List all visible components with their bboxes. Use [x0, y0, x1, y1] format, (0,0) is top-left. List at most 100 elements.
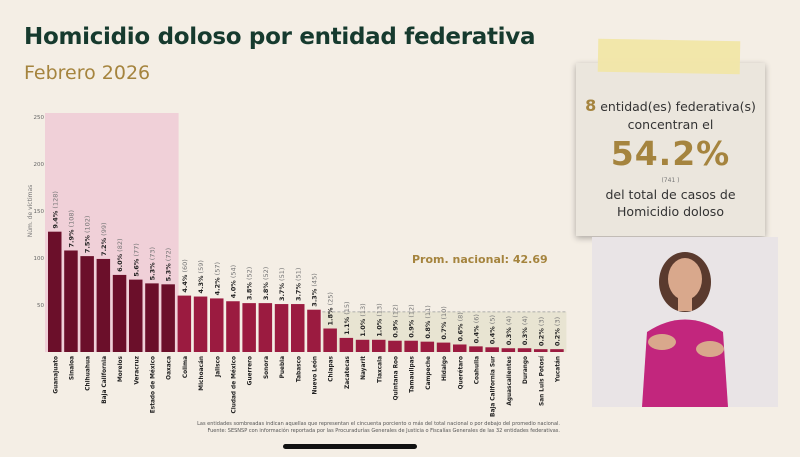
x-tick-label: Campeche	[426, 356, 432, 390]
data-label: 5.6% (77)	[132, 243, 140, 276]
bar-tamaulipas	[404, 340, 418, 352]
x-tick-label: Colima	[183, 356, 189, 378]
x-tick-label: Chiapas	[329, 355, 335, 381]
data-label: 5.3% (72)	[165, 248, 173, 281]
x-tick-label: Michoacán	[198, 356, 205, 391]
bar-chihuahua	[80, 256, 94, 352]
data-label: 3.7% (51)	[278, 268, 286, 301]
bar-aguascalientes	[501, 348, 516, 352]
bar-baja-california	[96, 258, 111, 352]
bar-querétaro	[453, 344, 467, 352]
data-label: 4.2% (57)	[213, 262, 221, 295]
summary-cases: (741 )	[661, 177, 680, 184]
data-label: 0.8% (11)	[424, 305, 432, 338]
x-tick-label: Hidalgo	[442, 356, 448, 381]
tape-decoration	[597, 38, 741, 75]
bar-coahuila	[469, 346, 483, 352]
bar-chiapas	[323, 328, 337, 352]
data-label: 0.2% (3)	[553, 317, 561, 346]
x-tick-label: Ciudad de México	[230, 356, 237, 414]
y-tick-label: 250	[34, 115, 45, 121]
data-label: 5.3% (73)	[148, 247, 156, 280]
bar-michoacán	[193, 296, 208, 352]
footnote-line-2: Fuente: SESNSP con información reportada…	[207, 428, 560, 434]
data-label: 0.7% (10)	[440, 306, 448, 339]
bar-estado-de-méxico	[145, 283, 159, 352]
data-label: 3.8% (52)	[262, 267, 270, 300]
data-label: 0.4% (5)	[489, 315, 497, 344]
summary-text-2: concentran el	[627, 117, 714, 132]
data-label: 3.3% (45)	[310, 273, 318, 306]
bar-sonora	[258, 303, 273, 352]
y-tick-label: 200	[34, 162, 45, 168]
bar-hidalgo	[436, 342, 451, 352]
x-tick-label: Puebla	[280, 356, 286, 378]
x-tick-label: Querétaro	[457, 356, 464, 389]
data-label: 6.0% (82)	[116, 238, 124, 271]
x-tick-label: Estado de México	[149, 356, 156, 413]
data-label: 0.6% (8)	[456, 312, 464, 341]
data-label: 7.5% (102)	[84, 216, 92, 254]
data-label: 7.9% (108)	[67, 210, 75, 248]
summary-count: 8	[585, 96, 597, 115]
bar-nuevo-león	[307, 309, 321, 352]
y-tick-label: 100	[34, 256, 45, 262]
data-label: 0.3% (4)	[505, 316, 513, 345]
bar-tlaxcala	[372, 339, 386, 352]
data-label: 7.2% (99)	[100, 222, 108, 255]
x-tick-label: Tabasco	[296, 356, 302, 382]
bar-puebla	[274, 304, 289, 352]
data-label: 0.9% (12)	[391, 304, 399, 337]
national-average-label: Prom. nacional: 42.69	[412, 253, 548, 266]
bar-tabasco	[291, 304, 305, 352]
bar-colima	[177, 295, 192, 352]
x-tick-label: Guerrero	[248, 356, 254, 385]
summary-card: 8 entidad(es) federativa(s) concentran e…	[576, 63, 765, 236]
x-tick-label: Veracruz	[134, 355, 140, 384]
data-label: 1.1% (15)	[343, 301, 351, 334]
bar-yucatán	[550, 349, 564, 352]
data-label: 1.8% (25)	[327, 292, 335, 325]
bar-guerrero	[242, 303, 256, 352]
data-label: 3.8% (52)	[246, 267, 254, 300]
summary-text-1: entidad(es) federativa(s)	[596, 99, 756, 114]
footnote: Las entidades sombreadas indican aquella…	[160, 421, 560, 435]
bar-ciudad-de-méxico	[226, 301, 240, 352]
bar-guanajuato	[48, 231, 62, 352]
bar-veracruz	[129, 279, 143, 352]
bar-jalisco	[210, 298, 224, 352]
x-tick-label: Jalisco	[215, 356, 221, 378]
data-label: 4.3% (59)	[197, 260, 205, 293]
data-label: 3.7% (51)	[294, 268, 302, 301]
x-tick-label: Chihuahua	[86, 356, 92, 391]
bar-oaxaca	[161, 284, 175, 352]
summary-text-4: Homicidio doloso	[617, 204, 724, 219]
x-tick-label: Sonora	[264, 356, 270, 379]
sign-language-interpreter-video	[592, 237, 778, 407]
data-label: 0.2% (3)	[537, 317, 545, 346]
bar-durango	[517, 348, 532, 352]
x-tick-label: Oaxaca	[167, 356, 173, 380]
data-label: 1.0% (13)	[359, 303, 367, 336]
bar-nayarit	[355, 339, 370, 352]
page-subtitle: Febrero 2026	[24, 62, 151, 84]
data-label: 4.4% (60)	[181, 259, 189, 292]
x-tick-label: Sinaloa	[69, 356, 75, 380]
bar-baja-california-sur	[485, 347, 499, 352]
data-label: 0.4% (6)	[472, 314, 480, 343]
y-tick-label: 50	[37, 303, 44, 309]
x-tick-label: Durango	[523, 356, 529, 384]
data-label: 0.3% (4)	[521, 316, 529, 345]
x-tick-label: Yucatán	[554, 356, 561, 383]
x-tick-label: Guanajuato	[53, 356, 59, 394]
bar-quintana-roo	[388, 340, 402, 352]
data-label: 1.0% (13)	[375, 303, 383, 336]
x-tick-label: Morelos	[118, 355, 124, 382]
bar-zacatecas	[339, 337, 354, 352]
x-tick-label: San Luis Potosí	[538, 355, 545, 406]
bar-san-luis-potosí	[534, 349, 548, 352]
footnote-line-1: Las entidades sombreadas indican aquella…	[197, 421, 560, 427]
summary-text-3: del total de casos de	[605, 187, 736, 202]
x-tick-label: Nuevo León	[311, 356, 318, 394]
x-tick-label: Baja California	[102, 356, 108, 404]
